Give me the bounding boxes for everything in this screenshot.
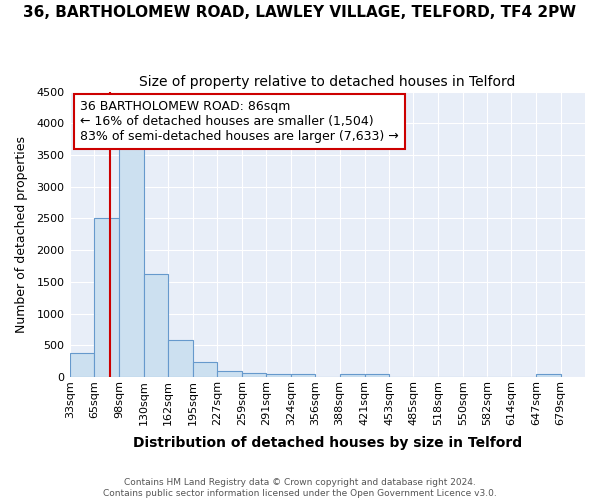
Bar bbox=[291, 374, 316, 377]
X-axis label: Distribution of detached houses by size in Telford: Distribution of detached houses by size … bbox=[133, 436, 522, 450]
Bar bbox=[168, 340, 193, 377]
Bar bbox=[266, 374, 291, 377]
Bar bbox=[536, 374, 560, 377]
Bar bbox=[70, 353, 94, 377]
Bar bbox=[365, 374, 389, 377]
Y-axis label: Number of detached properties: Number of detached properties bbox=[15, 136, 28, 333]
Bar bbox=[340, 374, 365, 377]
Text: 36, BARTHOLOMEW ROAD, LAWLEY VILLAGE, TELFORD, TF4 2PW: 36, BARTHOLOMEW ROAD, LAWLEY VILLAGE, TE… bbox=[23, 5, 577, 20]
Bar bbox=[143, 274, 168, 377]
Text: 36 BARTHOLOMEW ROAD: 86sqm
← 16% of detached houses are smaller (1,504)
83% of s: 36 BARTHOLOMEW ROAD: 86sqm ← 16% of deta… bbox=[80, 100, 399, 143]
Bar bbox=[193, 362, 217, 377]
Bar bbox=[217, 370, 242, 377]
Text: Contains HM Land Registry data © Crown copyright and database right 2024.
Contai: Contains HM Land Registry data © Crown c… bbox=[103, 478, 497, 498]
Bar bbox=[242, 373, 266, 377]
Bar bbox=[94, 218, 119, 377]
Title: Size of property relative to detached houses in Telford: Size of property relative to detached ho… bbox=[139, 75, 515, 89]
Bar bbox=[119, 139, 143, 377]
